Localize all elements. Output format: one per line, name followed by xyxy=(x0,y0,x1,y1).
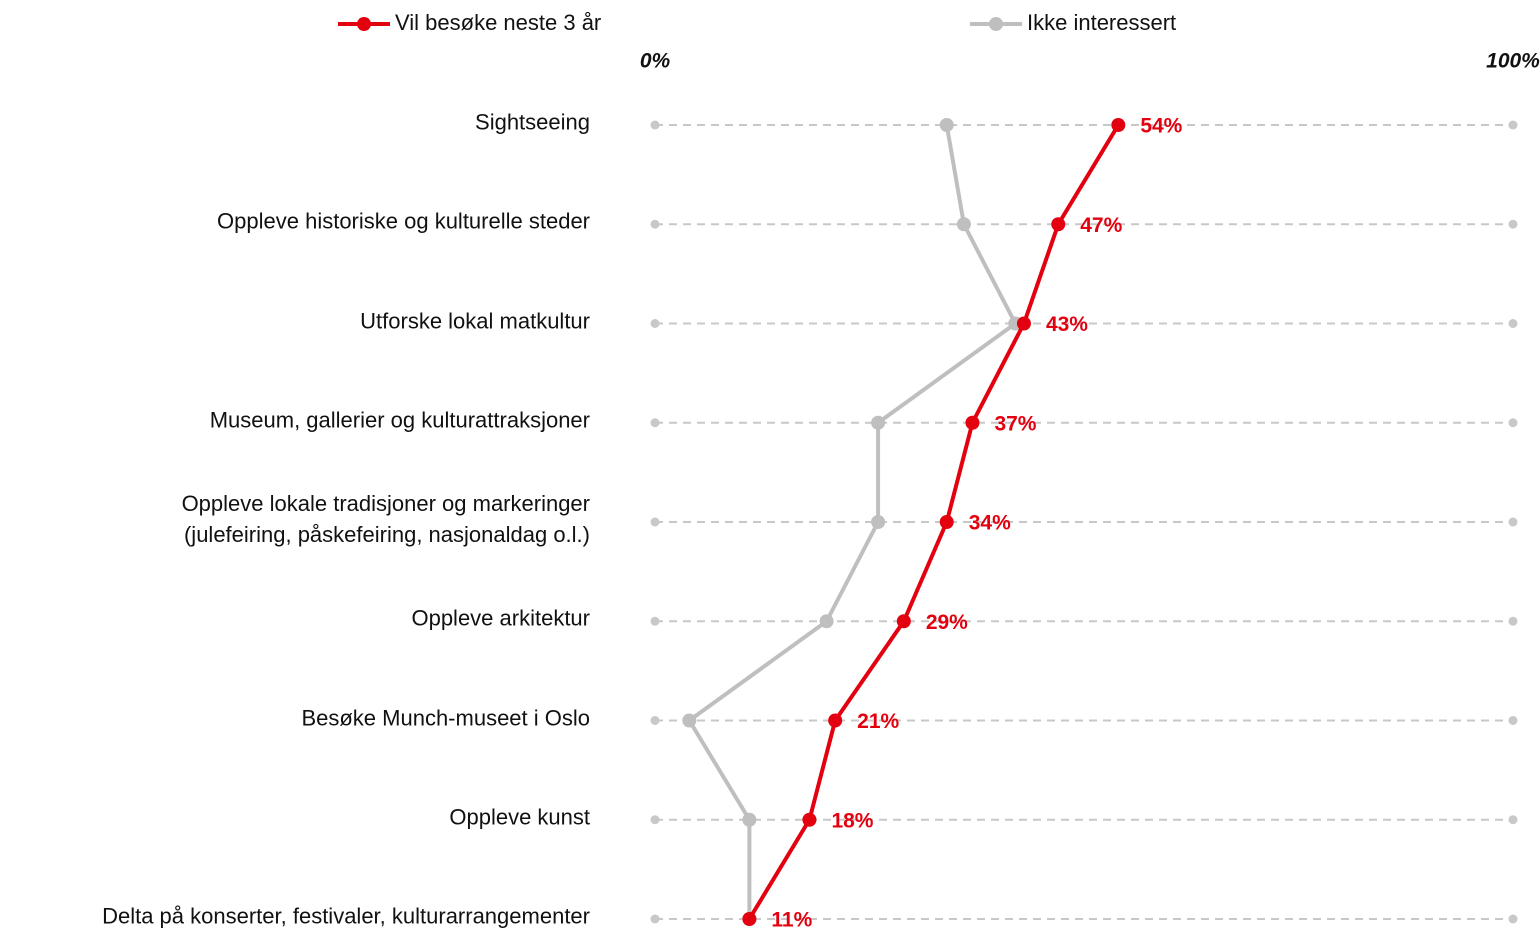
row-end-dot xyxy=(1508,319,1518,328)
legend-swatch-dot xyxy=(989,17,1003,31)
value-label: 11% xyxy=(771,909,812,929)
row-end-dot xyxy=(650,914,660,924)
row-end-dot xyxy=(1508,616,1518,626)
value-label: 43% xyxy=(1046,313,1088,336)
row-end-dot xyxy=(650,418,660,428)
point xyxy=(896,614,911,629)
row-end-dot xyxy=(1508,418,1518,428)
point xyxy=(965,415,980,430)
legend-label: Vil besøke neste 3 år xyxy=(395,10,601,35)
category-label: Utforske lokal matkultur xyxy=(360,308,590,333)
row-end-dot xyxy=(650,319,660,328)
point xyxy=(742,912,757,926)
row-end-dot xyxy=(650,815,660,825)
row-end-dot xyxy=(1508,120,1518,130)
row-end-dot xyxy=(1508,517,1518,527)
value-label: 34% xyxy=(969,512,1011,535)
point xyxy=(1111,118,1126,132)
x-tick-label: 0% xyxy=(640,50,671,73)
point xyxy=(939,118,954,132)
category-label: Besøke Munch-museet i Oslo xyxy=(301,705,590,730)
point xyxy=(871,415,886,430)
row-end-dot xyxy=(650,517,660,527)
point xyxy=(1016,316,1031,331)
value-label: 18% xyxy=(831,809,873,832)
category-label: Oppleve arkitektur xyxy=(411,605,590,631)
category-label: Museum, gallerier og kulturattraksjoner xyxy=(209,407,590,433)
x-tick-label: 100% xyxy=(1486,50,1540,73)
point xyxy=(742,812,757,827)
point xyxy=(802,812,817,827)
row-end-dot xyxy=(1508,716,1518,725)
point xyxy=(828,713,843,728)
legend-swatch-dot xyxy=(357,17,371,31)
point xyxy=(1051,217,1066,232)
value-label: 47% xyxy=(1080,214,1122,237)
row-end-dot xyxy=(650,219,660,229)
row-end-dot xyxy=(650,716,660,725)
row-end-dot xyxy=(1508,914,1518,924)
row-end-dot xyxy=(1508,815,1518,825)
value-label: 29% xyxy=(926,611,968,634)
point xyxy=(871,515,886,529)
value-label: 21% xyxy=(857,710,899,733)
value-label: 54% xyxy=(1140,115,1182,138)
category-label: Delta på konserter, festivaler, kulturar… xyxy=(102,903,590,929)
category-label: Oppleve lokale tradisjoner og markeringe… xyxy=(181,491,590,547)
category-label: Oppleve kunst xyxy=(449,804,590,830)
point xyxy=(956,217,971,232)
value-label: 37% xyxy=(994,412,1036,435)
point xyxy=(819,614,834,629)
row-end-dot xyxy=(650,616,660,626)
point xyxy=(939,515,954,529)
category-label: Oppleve historiske og kulturelle steder xyxy=(217,208,590,234)
row-end-dot xyxy=(1508,219,1518,229)
category-label: Sightseeing xyxy=(475,109,590,135)
point xyxy=(682,713,697,728)
row-end-dot xyxy=(650,120,660,130)
legend-label: Ikke interessert xyxy=(1027,10,1176,35)
